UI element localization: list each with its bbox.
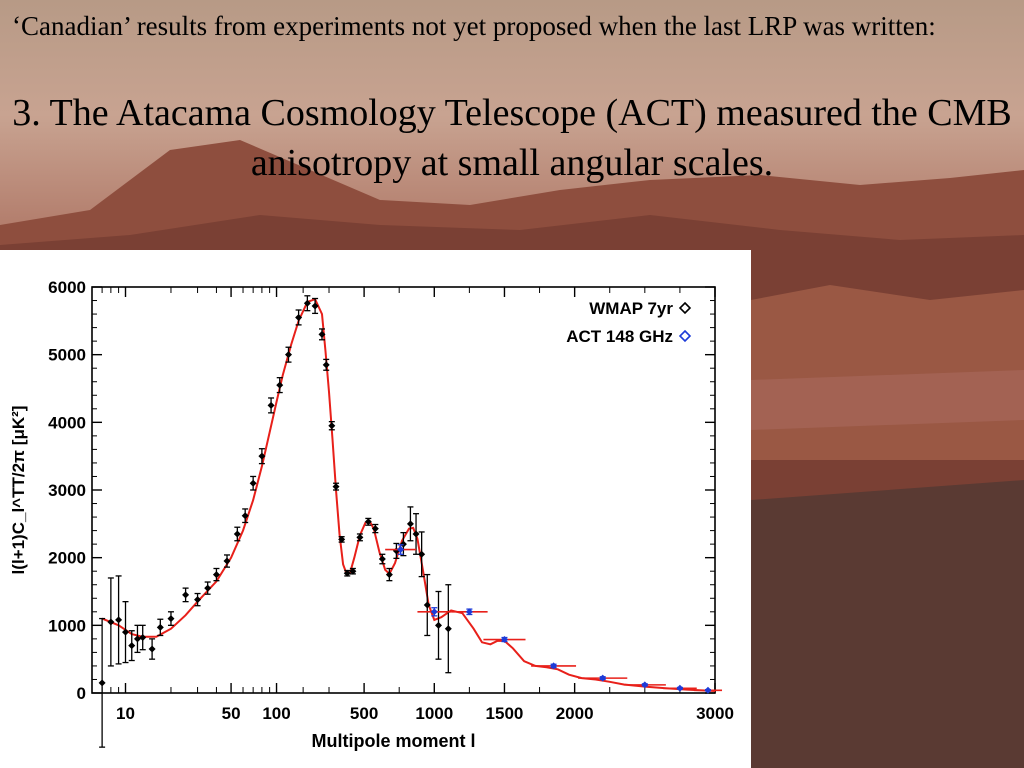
wmap-point — [249, 479, 257, 487]
wmap-point — [284, 351, 292, 359]
wmap-point — [194, 596, 202, 604]
y-tick-label: 2000 — [48, 549, 86, 568]
act-point — [676, 684, 684, 692]
wmap-point — [122, 628, 130, 636]
wmap-point — [406, 520, 414, 528]
act-point — [704, 686, 712, 694]
wmap-point — [418, 550, 426, 558]
wmap-point — [338, 535, 346, 543]
wmap-point — [241, 512, 249, 520]
wmap-point — [434, 621, 442, 629]
x-tick-label: 1500 — [486, 704, 524, 723]
wmap-point — [332, 483, 340, 491]
wmap-point — [364, 518, 372, 526]
act-point — [500, 636, 508, 644]
wmap-point — [139, 634, 147, 642]
wmap-point — [258, 452, 266, 460]
y-tick-label: 3000 — [48, 481, 86, 500]
x-tick-label: 10 — [116, 704, 135, 723]
wmap-point — [212, 571, 220, 579]
y-tick-label: 0 — [77, 684, 86, 703]
act-point — [641, 681, 649, 689]
wmap-point — [378, 555, 386, 563]
plot-frame — [91, 286, 716, 694]
legend-label: ACT 148 GHz — [566, 327, 673, 346]
act-point — [550, 662, 558, 670]
x-tick-label: 3000 — [696, 704, 734, 723]
y-axis-title: l(l+1)C_l^TT/2π [μK²] — [9, 406, 28, 575]
x-tick-label: 50 — [222, 704, 241, 723]
wmap-point — [295, 313, 303, 321]
wmap-point — [412, 530, 420, 538]
wmap-point — [328, 422, 336, 430]
wmap-point — [148, 645, 156, 653]
chart-panel: 0 1000 2000 3000 4000 5000 6000 10 50 100 500 1000 1… — [0, 250, 751, 768]
act-point — [397, 546, 405, 554]
wmap-point — [107, 618, 115, 626]
legend-label: WMAP 7yr — [589, 299, 673, 318]
intro-text: ‘Canadian’ results from experiments not … — [12, 11, 936, 41]
wmap-point — [133, 635, 141, 643]
wmap-point — [385, 571, 393, 579]
wmap-point — [223, 557, 231, 565]
x-tick-label: 500 — [350, 704, 378, 723]
legend-marker — [678, 329, 692, 343]
act-point — [430, 608, 438, 616]
wmap-point — [276, 381, 284, 389]
wmap-point — [98, 679, 106, 687]
wmap-point — [322, 361, 330, 369]
x-tick-label: 100 — [262, 704, 290, 723]
wmap-point — [343, 569, 351, 577]
wmap-point — [371, 525, 379, 533]
wmap-point — [167, 615, 175, 623]
wmap-point — [356, 533, 364, 541]
act-point — [465, 608, 473, 616]
wmap-point — [204, 584, 212, 592]
cmb-power-spectrum-chart: 0 1000 2000 3000 4000 5000 6000 10 50 100 500 1000 1… — [9, 278, 734, 751]
y-tick-label: 6000 — [48, 278, 86, 297]
x-axis-title: Multipole moment l — [312, 731, 476, 751]
act-point — [599, 674, 607, 682]
wmap-point — [423, 601, 431, 609]
wmap-point — [182, 591, 190, 599]
wmap-point — [444, 625, 452, 633]
wmap-point — [233, 530, 241, 538]
y-tick-label: 1000 — [48, 616, 86, 635]
x-tick-label: 2000 — [556, 704, 594, 723]
wmap-point — [128, 642, 136, 650]
model-curve — [101, 297, 716, 692]
wmap-point — [303, 299, 311, 307]
wmap-point — [399, 540, 407, 548]
wmap-point — [156, 623, 164, 631]
wmap-point — [318, 330, 326, 338]
y-tick-label: 4000 — [48, 413, 86, 432]
slide-heading: 3. The Atacama Cosmology Telescope (ACT)… — [12, 92, 1012, 184]
wmap-point — [115, 616, 123, 624]
x-tick-label: 1000 — [415, 704, 453, 723]
y-tick-label: 5000 — [48, 346, 86, 365]
wmap-point — [349, 567, 357, 575]
wmap-point — [311, 302, 319, 310]
legend-marker — [678, 301, 692, 315]
wmap-point — [267, 401, 275, 409]
